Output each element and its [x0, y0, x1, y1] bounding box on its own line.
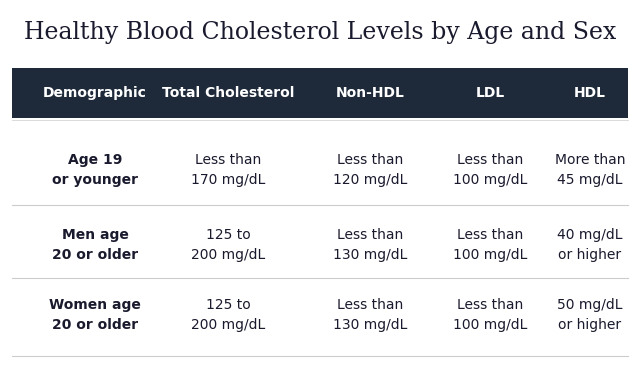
Text: More than
45 mg/dL: More than 45 mg/dL	[555, 153, 625, 187]
Text: Women age
20 or older: Women age 20 or older	[49, 298, 141, 332]
Text: Less than
100 mg/dL: Less than 100 mg/dL	[453, 298, 527, 332]
Text: HDL: HDL	[574, 86, 606, 100]
Text: Less than
130 mg/dL: Less than 130 mg/dL	[333, 228, 407, 262]
Text: Men age
20 or older: Men age 20 or older	[52, 228, 138, 262]
Text: Healthy Blood Cholesterol Levels by Age and Sex: Healthy Blood Cholesterol Levels by Age …	[24, 20, 616, 43]
Text: Demographic: Demographic	[43, 86, 147, 100]
Text: Less than
100 mg/dL: Less than 100 mg/dL	[453, 153, 527, 187]
Text: Less than
170 mg/dL: Less than 170 mg/dL	[191, 153, 265, 187]
Text: 40 mg/dL
or higher: 40 mg/dL or higher	[557, 228, 623, 262]
Bar	[12, 68, 628, 118]
Text: 125 to
200 mg/dL: 125 to 200 mg/dL	[191, 228, 265, 262]
Text: Age 19
or younger: Age 19 or younger	[52, 153, 138, 187]
Text: Non-HDL: Non-HDL	[335, 86, 404, 100]
Text: 50 mg/dL
or higher: 50 mg/dL or higher	[557, 298, 623, 332]
Text: Less than
130 mg/dL: Less than 130 mg/dL	[333, 298, 407, 332]
Text: 125 to
200 mg/dL: 125 to 200 mg/dL	[191, 298, 265, 332]
Text: Total Cholesterol: Total Cholesterol	[162, 86, 294, 100]
Text: Less than
120 mg/dL: Less than 120 mg/dL	[333, 153, 407, 187]
Text: LDL: LDL	[476, 86, 504, 100]
Text: Less than
100 mg/dL: Less than 100 mg/dL	[453, 228, 527, 262]
